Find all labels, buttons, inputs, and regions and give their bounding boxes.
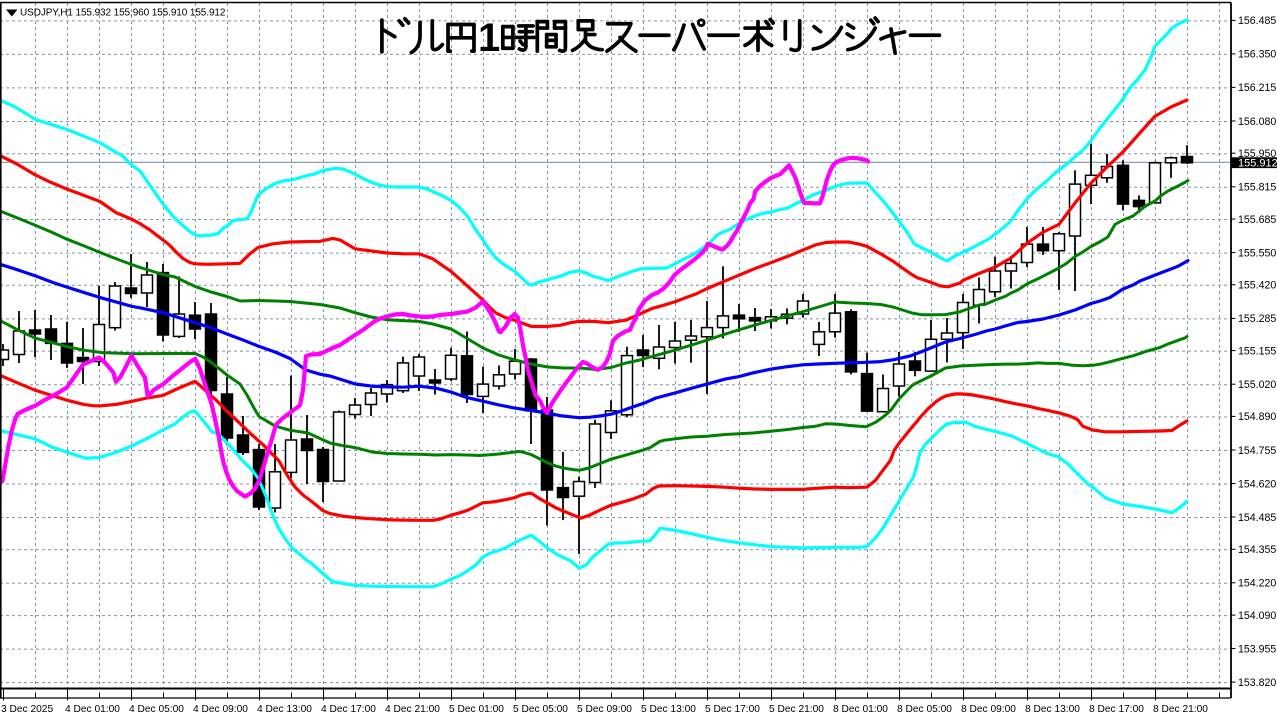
svg-text:155.420: 155.420 — [1238, 280, 1276, 292]
svg-text:154.220: 154.220 — [1238, 578, 1276, 590]
svg-text:5 Dec 21:00: 5 Dec 21:00 — [769, 704, 824, 715]
svg-text:156.350: 156.350 — [1238, 49, 1276, 61]
svg-text:5 Dec 13:00: 5 Dec 13:00 — [641, 704, 696, 715]
svg-text:156.215: 156.215 — [1238, 82, 1276, 94]
svg-text:8 Dec 13:00: 8 Dec 13:00 — [1025, 704, 1080, 715]
svg-text:8 Dec 05:00: 8 Dec 05:00 — [897, 704, 952, 715]
svg-text:155.155: 155.155 — [1238, 345, 1276, 357]
svg-text:153.820: 153.820 — [1238, 677, 1276, 689]
svg-text:1: 1 — [478, 16, 500, 60]
svg-text:155.550: 155.550 — [1238, 247, 1276, 259]
svg-text:153.955: 153.955 — [1238, 643, 1276, 655]
svg-text:154.355: 154.355 — [1238, 544, 1276, 556]
svg-text:5 Dec 17:00: 5 Dec 17:00 — [705, 704, 760, 715]
svg-text:5 Dec 01:00: 5 Dec 01:00 — [449, 704, 504, 715]
svg-text:5 Dec 05:00: 5 Dec 05:00 — [513, 704, 568, 715]
svg-text:155.912: 155.912 — [1238, 157, 1277, 169]
svg-text:8 Dec 17:00: 8 Dec 17:00 — [1089, 704, 1144, 715]
svg-text:4 Dec 17:00: 4 Dec 17:00 — [321, 704, 376, 715]
svg-text:4 Dec 01:00: 4 Dec 01:00 — [65, 704, 120, 715]
svg-text:154.485: 154.485 — [1238, 512, 1276, 524]
svg-text:4 Dec 05:00: 4 Dec 05:00 — [129, 704, 184, 715]
svg-text:USDJPY,H1 155.932 155.960 155: USDJPY,H1 155.932 155.960 155.910 155.91… — [20, 8, 226, 19]
svg-text:154.090: 154.090 — [1238, 610, 1276, 622]
svg-text:8 Dec 09:00: 8 Dec 09:00 — [961, 704, 1016, 715]
svg-text:5 Dec 09:00: 5 Dec 09:00 — [577, 704, 632, 715]
svg-text:155.685: 155.685 — [1238, 214, 1276, 226]
svg-text:155.815: 155.815 — [1238, 182, 1276, 194]
svg-text:154.755: 154.755 — [1238, 445, 1276, 457]
svg-text:8 Dec 01:00: 8 Dec 01:00 — [833, 704, 888, 715]
svg-text:4 Dec 21:00: 4 Dec 21:00 — [385, 704, 440, 715]
svg-text:4 Dec 13:00: 4 Dec 13:00 — [257, 704, 312, 715]
svg-text:154.890: 154.890 — [1238, 411, 1276, 423]
svg-text:4 Dec 09:00: 4 Dec 09:00 — [193, 704, 248, 715]
svg-text:156.080: 156.080 — [1238, 116, 1276, 128]
svg-text:154.620: 154.620 — [1238, 478, 1276, 490]
svg-text:8 Dec 21:00: 8 Dec 21:00 — [1153, 704, 1208, 715]
svg-text:155.020: 155.020 — [1238, 379, 1276, 391]
svg-text:156.485: 156.485 — [1238, 15, 1276, 27]
svg-text:155.285: 155.285 — [1238, 313, 1276, 325]
svg-text:3 Dec 2025: 3 Dec 2025 — [1, 704, 53, 715]
